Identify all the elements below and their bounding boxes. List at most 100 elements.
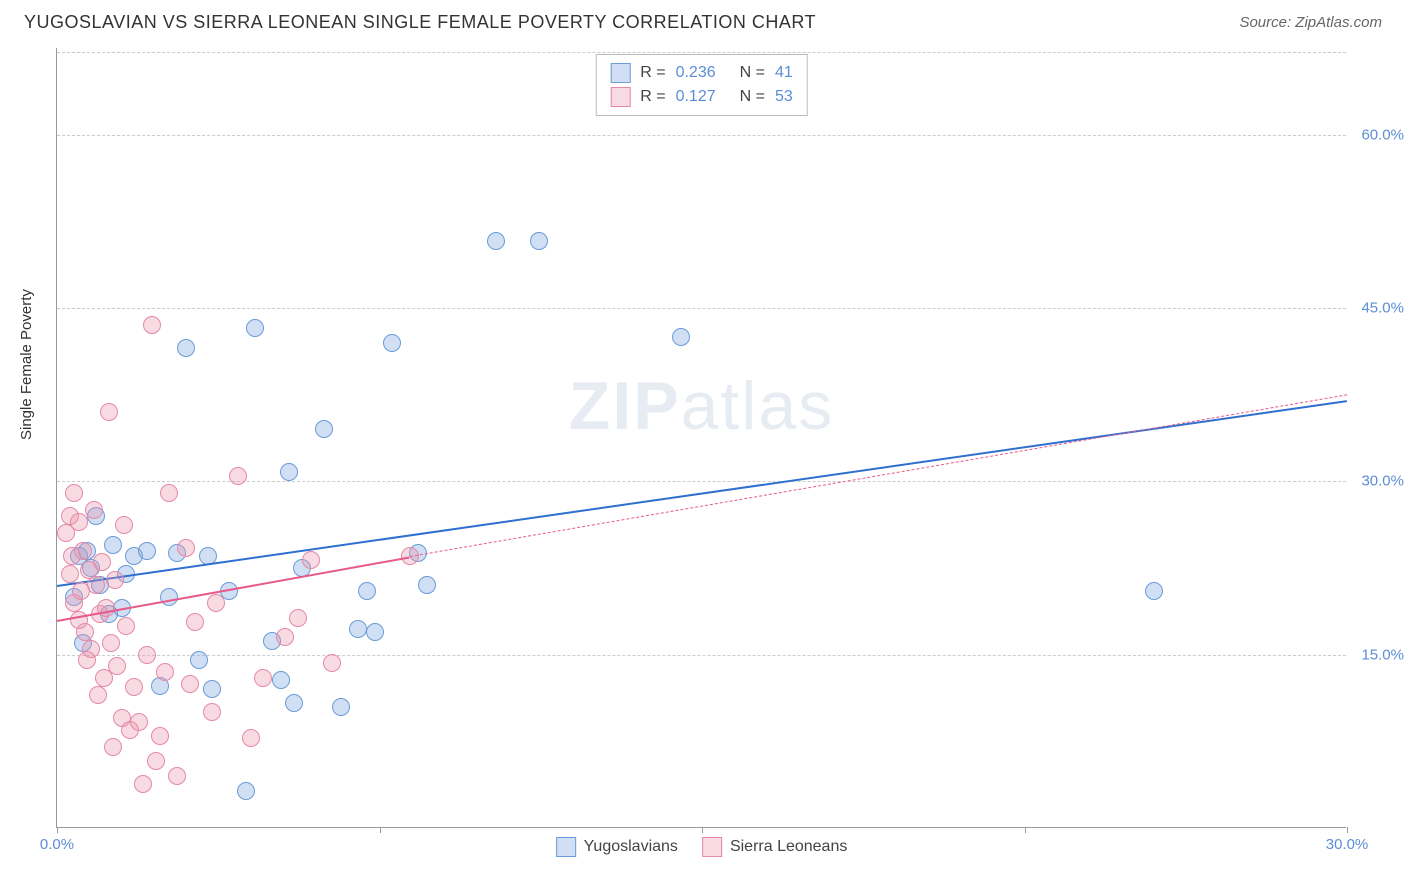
data-point: [151, 727, 169, 745]
legend-swatch: [556, 837, 576, 857]
data-point: [65, 484, 83, 502]
data-point: [160, 484, 178, 502]
data-point: [70, 513, 88, 531]
data-point: [315, 420, 333, 438]
data-point: [323, 654, 341, 672]
watermark: ZIPatlas: [569, 367, 834, 445]
data-point: [82, 640, 100, 658]
source-attribution: Source: ZipAtlas.com: [1239, 14, 1382, 31]
legend-r-label: R =: [640, 85, 665, 109]
legend-item: Sierra Leoneans: [702, 837, 847, 857]
data-point: [143, 316, 161, 334]
data-point: [242, 729, 260, 747]
data-point: [93, 553, 111, 571]
data-point: [117, 617, 135, 635]
y-tick-label: 15.0%: [1361, 646, 1404, 663]
gridline: [57, 655, 1346, 656]
data-point: [272, 671, 290, 689]
chart-plot-area: ZIPatlas R = 0.236N = 41R = 0.127N = 53 …: [56, 48, 1346, 828]
data-point: [168, 767, 186, 785]
data-point: [125, 678, 143, 696]
data-point: [530, 232, 548, 250]
data-point: [418, 576, 436, 594]
gridline: [57, 308, 1346, 309]
data-point: [289, 609, 307, 627]
data-point: [383, 334, 401, 352]
y-tick-label: 45.0%: [1361, 300, 1404, 317]
data-point: [156, 663, 174, 681]
gridline: [57, 52, 1346, 53]
data-point: [229, 467, 247, 485]
data-point: [89, 686, 107, 704]
data-point: [237, 782, 255, 800]
legend-r-value: 0.127: [676, 85, 716, 109]
data-point: [61, 565, 79, 583]
data-point: [285, 694, 303, 712]
data-point: [138, 542, 156, 560]
data-point: [276, 628, 294, 646]
trend-line: [410, 395, 1348, 558]
data-point: [147, 752, 165, 770]
data-point: [203, 703, 221, 721]
data-point: [280, 463, 298, 481]
data-point: [134, 775, 152, 793]
legend-n-value: 41: [775, 61, 793, 85]
data-point: [358, 582, 376, 600]
data-point: [190, 651, 208, 669]
data-point: [1145, 582, 1163, 600]
data-point: [672, 328, 690, 346]
data-point: [332, 698, 350, 716]
data-point: [100, 403, 118, 421]
data-point: [246, 319, 264, 337]
gridline: [57, 135, 1346, 136]
y-axis-label: Single Female Poverty: [18, 289, 35, 440]
data-point: [302, 551, 320, 569]
data-point: [487, 232, 505, 250]
x-tick-label: 30.0%: [1326, 836, 1369, 853]
data-point: [108, 657, 126, 675]
y-tick-label: 30.0%: [1361, 473, 1404, 490]
y-tick-label: 60.0%: [1361, 126, 1404, 143]
x-tick: [1025, 827, 1026, 833]
data-point: [177, 339, 195, 357]
header: YUGOSLAVIAN VS SIERRA LEONEAN SINGLE FEM…: [0, 0, 1406, 41]
legend-n-label: N =: [740, 85, 765, 109]
legend-swatch: [702, 837, 722, 857]
legend-r-value: 0.236: [676, 61, 716, 85]
data-point: [104, 738, 122, 756]
x-tick: [380, 827, 381, 833]
legend-swatch: [610, 87, 630, 107]
stats-legend: R = 0.236 N = 41 R = 0.127 N = 53: [595, 54, 808, 116]
data-point: [130, 713, 148, 731]
data-point: [85, 501, 103, 519]
data-point: [366, 623, 384, 641]
legend-r-label: R =: [640, 61, 665, 85]
x-tick: [702, 827, 703, 833]
x-tick: [57, 827, 58, 833]
data-point: [181, 675, 199, 693]
legend-n-value: 53: [775, 85, 793, 109]
data-point: [349, 620, 367, 638]
x-tick: [1347, 827, 1348, 833]
legend-item: Yugoslavians: [556, 837, 678, 857]
gridline: [57, 481, 1346, 482]
legend-row: R = 0.127 N = 53: [610, 85, 793, 109]
data-point: [87, 576, 105, 594]
data-point: [203, 680, 221, 698]
legend-label: Yugoslavians: [584, 838, 678, 856]
data-point: [160, 588, 178, 606]
data-point: [74, 542, 92, 560]
data-point: [97, 599, 115, 617]
series-legend: Yugoslavians Sierra Leoneans: [556, 837, 848, 857]
data-point: [254, 669, 272, 687]
legend-n-label: N =: [740, 61, 765, 85]
chart-title: YUGOSLAVIAN VS SIERRA LEONEAN SINGLE FEM…: [24, 12, 816, 33]
data-point: [102, 634, 120, 652]
data-point: [76, 623, 94, 641]
x-tick-label: 0.0%: [40, 836, 74, 853]
data-point: [186, 613, 204, 631]
data-point: [138, 646, 156, 664]
legend-label: Sierra Leoneans: [730, 838, 847, 856]
data-point: [177, 539, 195, 557]
legend-row: R = 0.236 N = 41: [610, 61, 793, 85]
